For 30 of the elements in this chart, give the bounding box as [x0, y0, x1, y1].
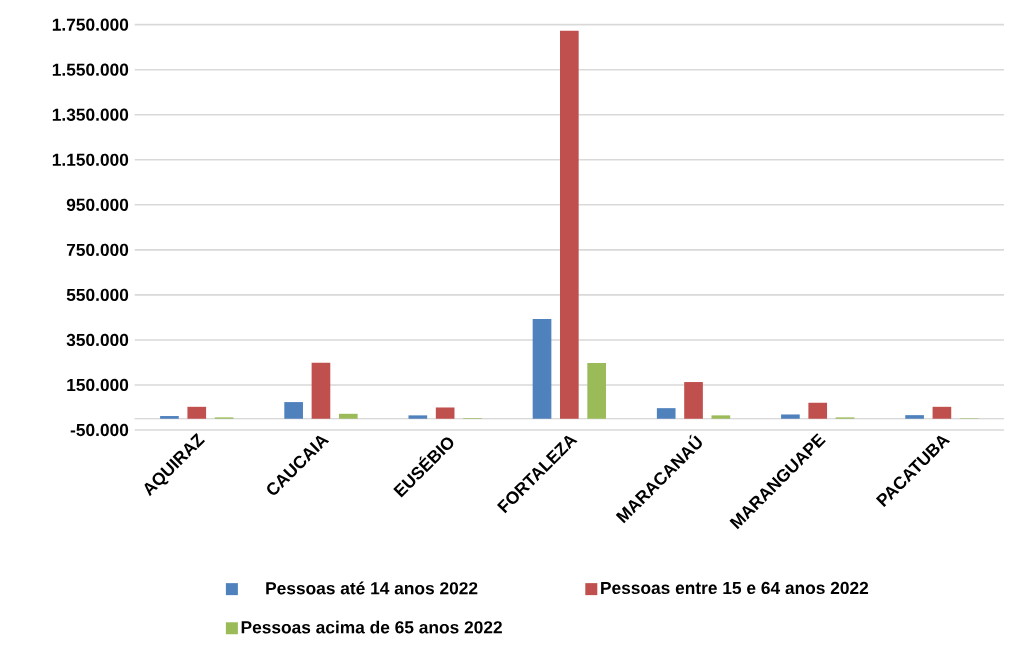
- y-tick-label: 1.550.000: [52, 63, 129, 76]
- bar: [338, 413, 358, 419]
- bar: [311, 362, 331, 419]
- y-tick-label: 950.000: [66, 198, 129, 211]
- bar: [684, 382, 703, 419]
- y-tick-label: -50.000: [70, 423, 129, 437]
- bar: [587, 363, 606, 419]
- bar: [711, 415, 731, 419]
- bar: [408, 415, 428, 419]
- y-tick-label: 150.000: [67, 378, 129, 392]
- y-tick-label: 550.000: [66, 288, 129, 302]
- y-tick-label: 1.750.000: [52, 18, 129, 31]
- y-tick-label: 1.350.000: [52, 108, 129, 121]
- bar: [656, 408, 676, 419]
- bar: [932, 406, 952, 419]
- bar: [187, 406, 207, 419]
- y-tick-label: 750.000: [66, 243, 129, 256]
- bar: [808, 402, 828, 419]
- bar: [284, 402, 303, 419]
- legend-label: Pessoas acima de 65 anos 2022: [241, 620, 502, 634]
- bar: [560, 30, 579, 419]
- legend-label: Pessoas entre 15 e 64 anos 2022: [601, 581, 869, 595]
- y-tick-label: 1.150.000: [52, 153, 129, 166]
- bar: [160, 416, 179, 419]
- bar: [905, 415, 924, 419]
- bar: [781, 414, 800, 419]
- legend-label: Pessoas até 14 anos 2022: [266, 581, 478, 595]
- bar: [435, 407, 455, 419]
- bar: [532, 318, 552, 419]
- y-tick-label: 350.000: [66, 333, 129, 347]
